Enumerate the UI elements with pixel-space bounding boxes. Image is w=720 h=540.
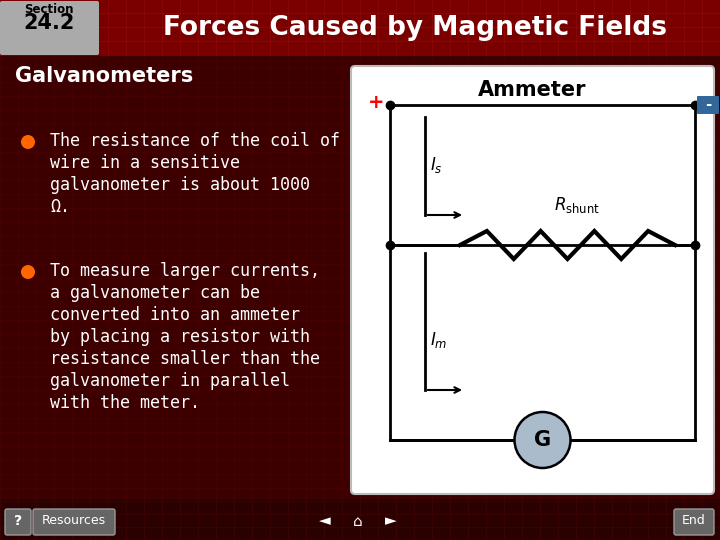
Text: ◄: ◄ [319, 514, 331, 529]
Text: converted into an ammeter: converted into an ammeter [50, 306, 300, 324]
Text: Galvanometers: Galvanometers [15, 66, 193, 86]
Bar [0, 500, 720, 540]
Text: galvanometer is about 1000: galvanometer is about 1000 [50, 176, 310, 194]
Circle shape [21, 265, 35, 279]
Text: wire in a sensitive: wire in a sensitive [50, 154, 240, 172]
Circle shape [21, 135, 35, 149]
Text: G: G [534, 430, 551, 450]
Text: $I_m$: $I_m$ [430, 330, 447, 350]
Text: Ammeter: Ammeter [478, 80, 587, 100]
Text: Resources: Resources [42, 515, 106, 528]
FancyBboxPatch shape [33, 509, 115, 535]
Text: by placing a resistor with: by placing a resistor with [50, 328, 310, 346]
Bar [0, 0, 720, 55]
Text: Ω.: Ω. [50, 198, 70, 216]
Text: galvanometer in parallel: galvanometer in parallel [50, 372, 290, 390]
Text: -: - [705, 97, 711, 111]
Circle shape [515, 412, 570, 468]
Text: Section: Section [24, 3, 73, 16]
Text: ?: ? [14, 514, 22, 528]
Text: The resistance of the coil of: The resistance of the coil of [50, 132, 340, 150]
FancyBboxPatch shape [5, 509, 31, 535]
Text: resistance smaller than the: resistance smaller than the [50, 350, 320, 368]
Text: To measure larger currents,: To measure larger currents, [50, 262, 320, 280]
Text: End: End [682, 515, 706, 528]
FancyBboxPatch shape [0, 1, 99, 55]
FancyBboxPatch shape [351, 66, 714, 494]
FancyBboxPatch shape [674, 509, 714, 535]
Text: with the meter.: with the meter. [50, 394, 200, 412]
Text: ⌂: ⌂ [354, 514, 363, 529]
Text: Forces Caused by Magnetic Fields: Forces Caused by Magnetic Fields [163, 15, 667, 41]
Text: a galvanometer can be: a galvanometer can be [50, 284, 260, 302]
Text: 24.2: 24.2 [23, 13, 75, 33]
Text: +: + [368, 93, 384, 112]
Text: $I_s$: $I_s$ [430, 155, 443, 175]
Text: $R_{\mathrm{shunt}}$: $R_{\mathrm{shunt}}$ [554, 195, 600, 215]
Text: ►: ► [385, 514, 397, 529]
FancyBboxPatch shape [697, 96, 719, 114]
